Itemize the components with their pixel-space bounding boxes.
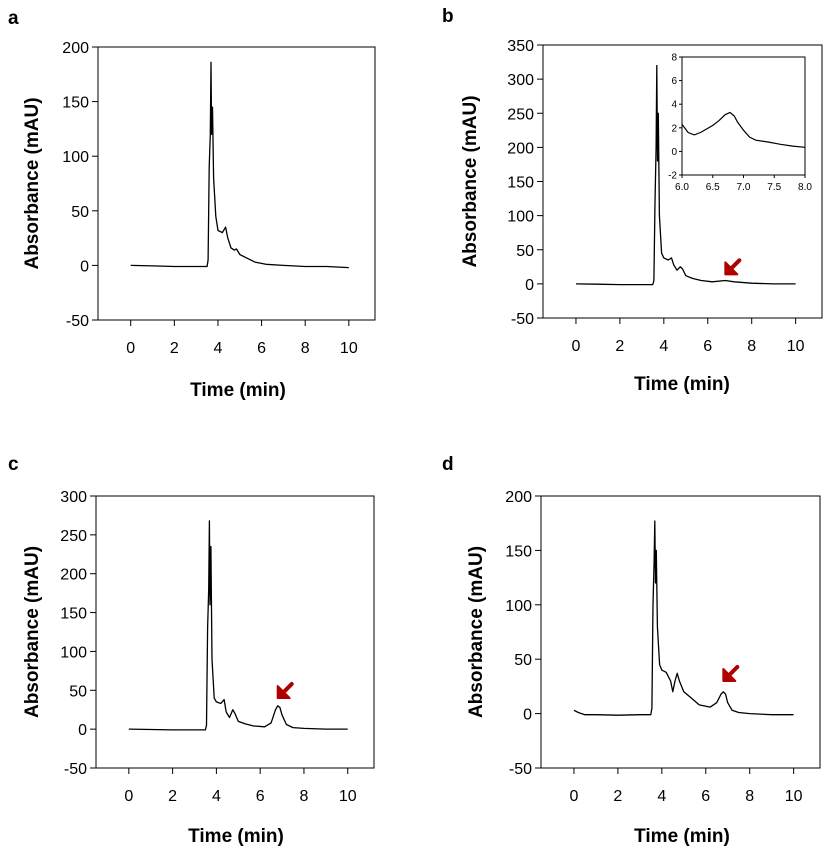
x-tick-label-a: 8 (301, 340, 310, 357)
peak-arrow-c (276, 682, 294, 700)
plot-frame-c (95, 495, 375, 769)
trace-line-c (128, 520, 348, 731)
y-tick-label-a: 200 (62, 40, 89, 57)
x-tick-label-d: 6 (701, 788, 710, 805)
y-tick-label-b: -50 (511, 311, 534, 328)
inset-x-tick-label: 8.0 (798, 182, 812, 193)
inset-x-tick-label: 6.5 (706, 182, 720, 193)
x-axis-title-d: Time (min) (634, 826, 730, 847)
x-tick-label-d: 8 (745, 788, 754, 805)
y-tick-label-d: 50 (514, 652, 532, 669)
y-axis-title-b: Absorbance (mAU) (460, 95, 481, 267)
y-tick-label-d: 150 (505, 543, 532, 560)
x-tick-label-b: 8 (747, 338, 756, 355)
x-axis-title-c: Time (min) (188, 826, 284, 847)
x-tick-label-c: 8 (299, 788, 308, 805)
panel-a-chart: -50 0 50 100 150 200 0 2 4 6 8 10 Time (min) Absorban… (22, 40, 376, 401)
trace-line-b (575, 64, 796, 286)
y-tick-label-a: 150 (62, 95, 89, 112)
y-tick-label-b: 300 (507, 72, 534, 89)
x-tick-label-a: 0 (126, 340, 135, 357)
x-tick-label-b: 2 (615, 338, 624, 355)
panel-b-letter: b (442, 6, 454, 27)
y-tick-label-d: 200 (505, 489, 532, 506)
inset-y-tick-label: 8 (671, 53, 677, 64)
inset-y-tick-label: -2 (668, 171, 677, 182)
inset-y-tick-label: 6 (671, 76, 677, 87)
y-tick-label-b: 150 (507, 175, 534, 192)
y-tick-label-c: 200 (60, 567, 87, 584)
y-tick-label-c: 0 (78, 722, 87, 739)
y-tick-label-a: 50 (71, 204, 89, 221)
x-tick-label-c: 0 (124, 788, 133, 805)
x-tick-label-c: 4 (212, 788, 221, 805)
inset-y-tick-label: 4 (671, 100, 677, 111)
x-tick-label-d: 2 (613, 788, 622, 805)
y-tick-label-c: 50 (69, 683, 87, 700)
trace-line-a (130, 61, 349, 269)
panel-a-letter: a (8, 8, 19, 29)
x-axis-title-a: Time (min) (190, 380, 286, 401)
x-axis-title-b: Time (min) (634, 374, 730, 395)
y-tick-label-b: 350 (507, 38, 534, 55)
x-tick-label-c: 10 (339, 788, 357, 805)
inset-x-tick-label: 6.0 (675, 182, 689, 193)
y-tick-label-b: 250 (507, 106, 534, 123)
y-tick-label-d: 100 (505, 598, 532, 615)
y-tick-label-b: 0 (525, 277, 534, 294)
panel-d-chart: -50 0 50 100 150 200 0 2 4 6 8 10 Time (min) Absorban… (466, 489, 821, 847)
inset-frame (681, 56, 806, 176)
panel-b-chart: -50 0 50 100 150 200 250 300 350 0 2 4 6 8 10 Time (min… (460, 38, 823, 395)
inset-chart-b: -2 0 2 4 6 8 6.0 6.5 7.0 7.5 8.0 (668, 53, 812, 194)
y-tick-label-c: -50 (64, 761, 87, 778)
y-tick-label-c: 100 (60, 644, 87, 661)
x-tick-label-a: 6 (257, 340, 266, 357)
inset-trace-line (681, 111, 806, 148)
inset-x-tick-label: 7.5 (767, 182, 781, 193)
x-tick-label-c: 6 (256, 788, 265, 805)
y-tick-label-c: 300 (60, 489, 87, 506)
arrow-head (722, 667, 737, 682)
y-tick-label-d: 0 (523, 707, 532, 724)
panel-c-letter: c (8, 454, 19, 475)
x-tick-label-b: 6 (703, 338, 712, 355)
y-axis-title-a: Absorbance (mAU) (22, 97, 43, 269)
trace-line-d (573, 520, 794, 716)
y-axis-title-c: Absorbance (mAU) (22, 546, 43, 718)
y-tick-label-a: 0 (80, 258, 89, 275)
x-tick-label-b: 0 (571, 338, 580, 355)
x-tick-label-a: 4 (214, 340, 223, 357)
x-tick-label-c: 2 (168, 788, 177, 805)
y-tick-label-c: 150 (60, 606, 87, 623)
peak-arrow-d (722, 664, 740, 682)
y-tick-label-b: 50 (516, 243, 534, 260)
y-tick-label-a: -50 (66, 313, 89, 330)
y-axis-title-d: Absorbance (mAU) (466, 546, 487, 718)
x-tick-label-d: 10 (785, 788, 803, 805)
y-tick-label-c: 250 (60, 528, 87, 545)
inset-y-tick-label: 0 (671, 147, 677, 158)
plot-frame-d (540, 495, 821, 769)
y-tick-label-b: 200 (507, 140, 534, 157)
x-tick-label-d: 0 (569, 788, 578, 805)
panel-c-chart: -50 0 50 100 150 200 250 300 0 2 4 6 8 10 Time (min) Ab… (22, 489, 375, 847)
panel-d-letter: d (442, 454, 454, 475)
y-tick-label-b: 100 (507, 209, 534, 226)
inset-y-tick-label: 2 (671, 123, 677, 134)
plot-frame-a (97, 46, 376, 321)
y-tick-label-a: 100 (62, 149, 89, 166)
arrow-head (724, 261, 739, 276)
peak-arrow-b (724, 258, 742, 276)
arrow-head (276, 685, 291, 700)
y-tick-label-d: -50 (509, 761, 532, 778)
x-tick-label-a: 2 (170, 340, 179, 357)
x-tick-label-a: 10 (340, 340, 358, 357)
x-tick-label-b: 10 (787, 338, 805, 355)
x-tick-label-b: 4 (659, 338, 668, 355)
inset-x-tick-label: 7.0 (737, 182, 751, 193)
x-tick-label-d: 4 (657, 788, 666, 805)
